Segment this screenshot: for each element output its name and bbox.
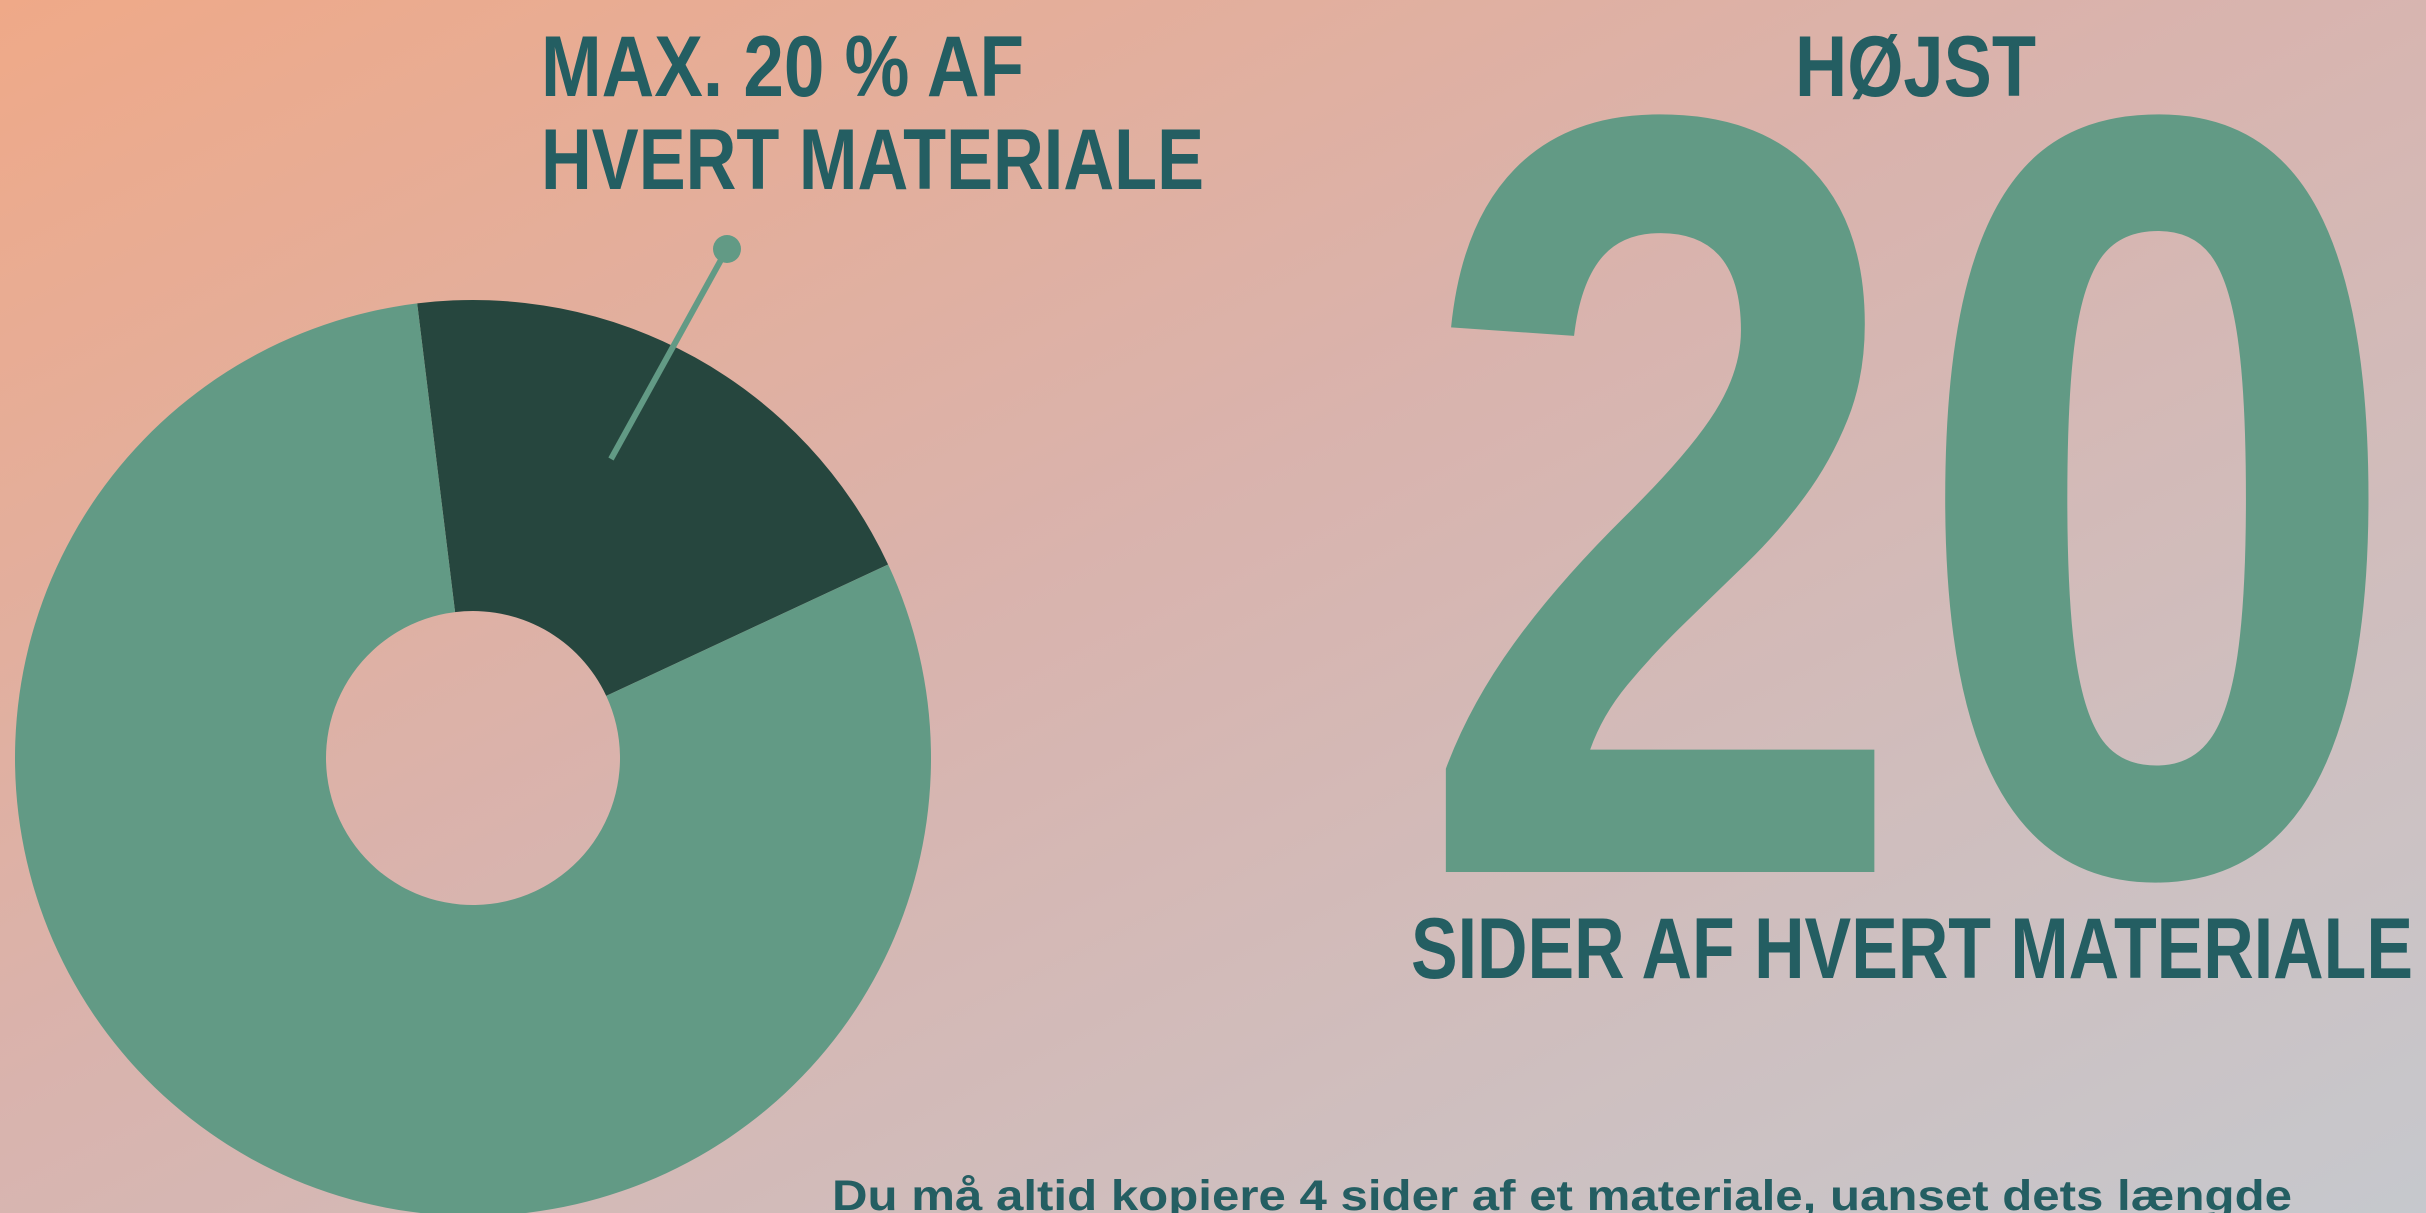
- subheadline: SIDER AF HVERT MATERIALE: [1411, 901, 2413, 997]
- donut-slice: [417, 300, 889, 696]
- chart-title-line: MAX. 20 % AF: [541, 19, 1024, 115]
- footnote: Du må altid kopiere 4 sider af et materi…: [832, 1172, 2292, 1213]
- headline: HØJST: [1795, 19, 2036, 115]
- chart-title-line: HVERT MATERIALE: [541, 112, 1204, 208]
- big-number: 20: [1415, 0, 2405, 1102]
- pointer-dot: [713, 235, 741, 263]
- pointer-line: [608, 247, 730, 461]
- donut-chart: [15, 300, 931, 1213]
- donut-slice: [15, 303, 931, 1213]
